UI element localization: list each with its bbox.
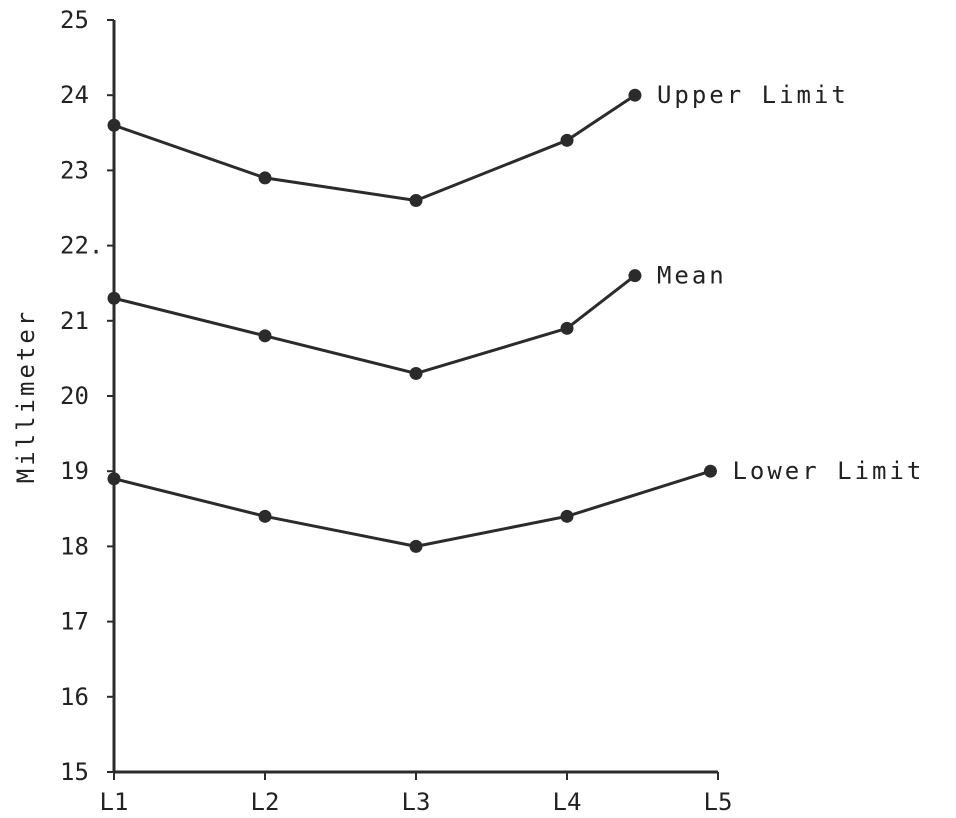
x-tick-label: L3: [402, 788, 431, 816]
series-label: Mean: [657, 262, 727, 290]
data-point: [409, 366, 423, 380]
series-mean: Mean: [107, 262, 727, 380]
y-tick-label: 25: [60, 6, 89, 34]
y-tick-label: 20: [60, 382, 89, 410]
data-point: [560, 133, 574, 147]
series-layer: Upper Limit Mean Lower Limit: [107, 81, 924, 553]
data-point: [409, 539, 423, 553]
y-tick-label: 16: [60, 683, 89, 711]
x-tick-label: L4: [553, 788, 582, 816]
data-point: [258, 509, 272, 523]
series-line: [113, 469, 711, 548]
y-tick-label: 18: [60, 532, 89, 560]
series-line: [113, 93, 636, 202]
x-tick-label: L2: [251, 788, 280, 816]
data-point: [628, 88, 642, 102]
data-point: [258, 171, 272, 185]
series-line: [113, 274, 636, 375]
y-tick-label: 17: [60, 608, 89, 636]
y-tick-label: 23: [60, 156, 89, 184]
series-upper-limit: Upper Limit: [107, 81, 849, 207]
data-point: [107, 291, 121, 305]
data-point: [560, 321, 574, 335]
y-tick-label: 15: [60, 758, 89, 786]
data-point: [258, 329, 272, 343]
data-point: [703, 464, 717, 478]
y-tick-label: 22.: [60, 232, 103, 260]
x-tick-label: L5: [704, 788, 733, 816]
series-label: Lower Limit: [732, 457, 924, 485]
y-tick-label: 21: [60, 307, 89, 335]
data-point: [628, 269, 642, 283]
x-tick-label: L1: [100, 788, 129, 816]
series-label: Upper Limit: [657, 81, 849, 109]
y-tick-label: 24: [60, 81, 89, 109]
y-tick-label: 19: [60, 457, 89, 485]
x-axis-ticks: L1 L2 L3 L4 L5: [100, 772, 733, 816]
data-point: [409, 193, 423, 207]
data-point: [107, 118, 121, 132]
y-axis-ticks: 15 16 17 18 19 20 21 22. 23 24 25: [60, 6, 114, 786]
y-axis-title: Millimeter: [12, 309, 40, 484]
data-point: [107, 472, 121, 486]
series-lower-limit: Lower Limit: [107, 457, 924, 553]
data-point: [560, 509, 574, 523]
